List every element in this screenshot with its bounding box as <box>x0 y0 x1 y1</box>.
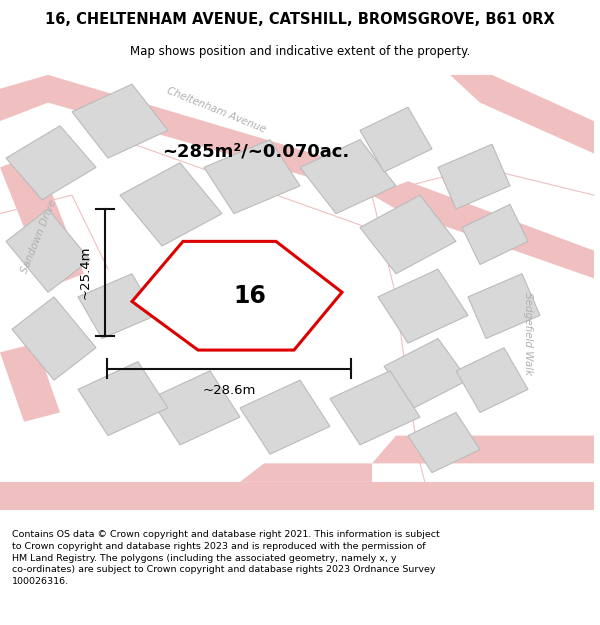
Polygon shape <box>0 75 372 195</box>
Polygon shape <box>300 139 396 214</box>
Polygon shape <box>360 107 432 172</box>
Text: 16, CHELTENHAM AVENUE, CATSHILL, BROMSGROVE, B61 0RX: 16, CHELTENHAM AVENUE, CATSHILL, BROMSGR… <box>45 12 555 27</box>
Text: Cheltenham Avenue: Cheltenham Avenue <box>165 85 267 134</box>
Text: Sandown Drive: Sandown Drive <box>20 198 58 275</box>
Polygon shape <box>0 343 60 422</box>
Polygon shape <box>0 482 594 509</box>
Polygon shape <box>6 126 96 200</box>
Polygon shape <box>330 371 420 445</box>
Text: ~28.6m: ~28.6m <box>202 384 256 398</box>
Polygon shape <box>456 348 528 413</box>
Polygon shape <box>438 144 510 209</box>
Polygon shape <box>6 209 90 292</box>
Polygon shape <box>450 75 594 154</box>
Text: ~25.4m: ~25.4m <box>79 246 92 299</box>
Polygon shape <box>378 269 468 343</box>
Polygon shape <box>462 204 528 264</box>
Text: Sedgefield Walk: Sedgefield Walk <box>523 292 533 376</box>
Polygon shape <box>372 181 594 278</box>
Polygon shape <box>150 371 240 445</box>
Polygon shape <box>384 339 468 408</box>
Polygon shape <box>132 241 342 350</box>
Polygon shape <box>78 362 168 436</box>
Polygon shape <box>360 195 456 274</box>
Text: ~285m²/~0.070ac.: ~285m²/~0.070ac. <box>162 142 349 160</box>
Polygon shape <box>12 297 96 380</box>
Text: Contains OS data © Crown copyright and database right 2021. This information is : Contains OS data © Crown copyright and d… <box>12 530 440 586</box>
Polygon shape <box>0 154 84 288</box>
Polygon shape <box>72 84 168 158</box>
Polygon shape <box>408 412 480 472</box>
Polygon shape <box>240 463 372 482</box>
Polygon shape <box>372 436 594 463</box>
Polygon shape <box>120 162 222 246</box>
Polygon shape <box>204 139 300 214</box>
Text: 16: 16 <box>233 284 266 308</box>
Polygon shape <box>78 274 156 339</box>
Text: Map shows position and indicative extent of the property.: Map shows position and indicative extent… <box>130 45 470 58</box>
Polygon shape <box>468 274 540 339</box>
Polygon shape <box>240 380 330 454</box>
